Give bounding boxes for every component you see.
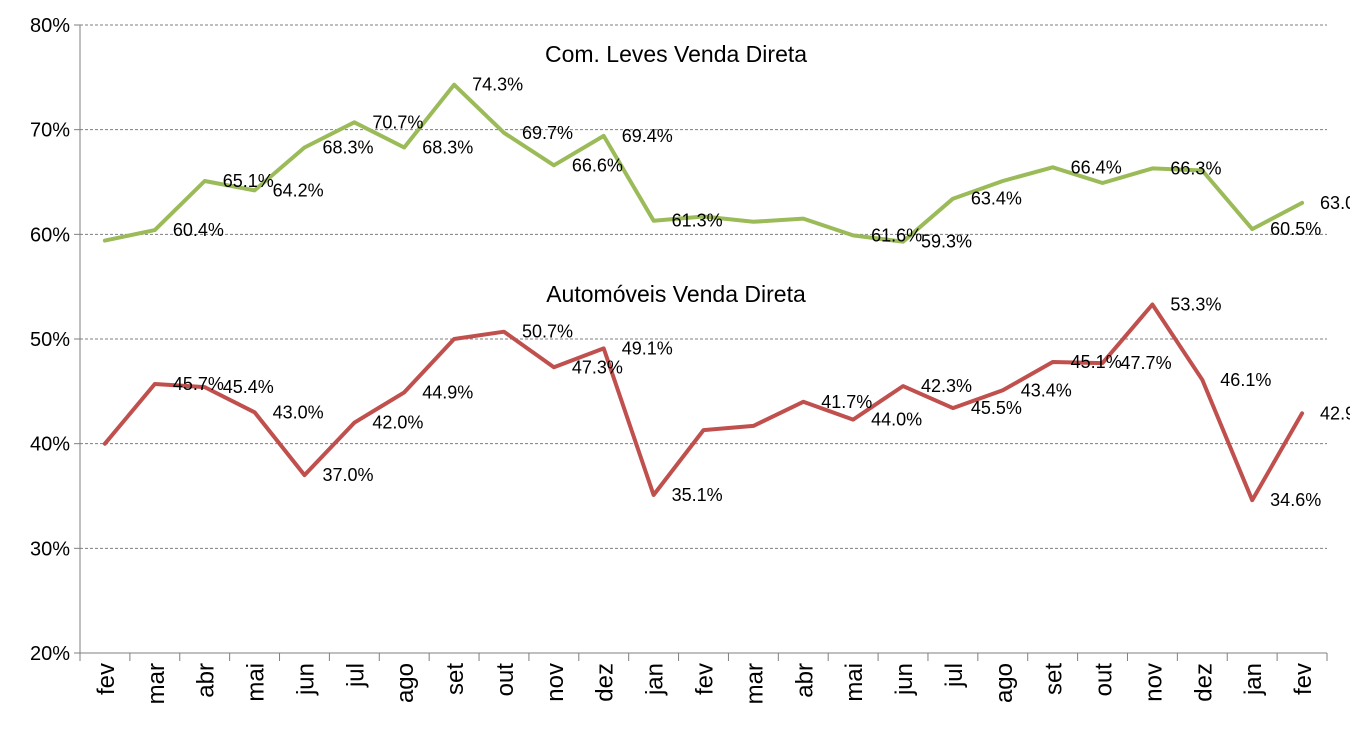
y-tick-label: 40% (30, 434, 70, 456)
data-label: 59.3% (921, 232, 972, 252)
series-line-1 (102, 302, 1305, 503)
data-label: 44.0% (871, 410, 922, 430)
data-label: 61.6% (871, 225, 922, 245)
data-label: 53.3% (1170, 294, 1221, 314)
data-label: 44.9% (422, 382, 473, 402)
x-tick-label: set (1041, 663, 1068, 695)
x-tick-label: mai (841, 663, 868, 702)
data-label: 41.7% (821, 392, 872, 412)
data-label: 34.6% (1270, 490, 1321, 510)
data-label: 60.4% (173, 220, 224, 240)
x-tick-label: fev (692, 663, 719, 695)
data-label: 37.0% (322, 465, 373, 485)
data-label: 43.0% (273, 402, 324, 422)
x-tick-label: jan (642, 663, 669, 696)
data-label: 74.3% (472, 75, 523, 95)
x-tick-label: ago (392, 663, 419, 703)
x-tick-label: out (492, 663, 519, 697)
series-title-com-leves: Com. Leves Venda Direta (545, 41, 807, 67)
x-tick-label: fev (93, 663, 120, 695)
data-label: 45.5% (971, 398, 1022, 418)
x-axis-ticks: fev mar abr mai jun jul ago set out nov dez jan fev m… (93, 663, 1317, 705)
data-labels: 60.4% 65.1%64.2% 68.3% 70.7% 68.3% 74.3% 69.7%… (173, 75, 1350, 511)
y-tick-label: 70% (30, 120, 70, 142)
x-tick-label: mai (243, 663, 270, 702)
gridlines (80, 24, 1327, 549)
data-label: 45.4% (223, 377, 274, 397)
data-label: 35.1% (672, 485, 723, 505)
y-axis-ticks: 20% 30% 40% 50% 60% 70% 80% (30, 15, 70, 665)
x-tick-label: fev (1290, 663, 1317, 695)
y-tick-label: 80% (30, 15, 70, 37)
x-tick-label: ago (991, 663, 1018, 703)
x-tick-label: mar (741, 663, 768, 704)
series-title-automoveis: Automóveis Venda Direta (546, 281, 806, 307)
data-label: 66.4% (1071, 157, 1122, 177)
x-tick-label: abr (193, 663, 220, 698)
data-label: 45.1% (1071, 352, 1122, 372)
data-label: 64.2% (273, 180, 324, 200)
data-label: 69.7% (522, 123, 573, 143)
data-label: 66.3% (1170, 158, 1221, 178)
y-tick-label: 30% (30, 538, 70, 560)
data-label: 45.7% (173, 374, 224, 394)
data-label: 68.3% (422, 137, 473, 157)
x-tick-label: dez (1190, 663, 1217, 702)
data-label: 49.1% (622, 338, 673, 358)
x-tick-label: jul (342, 663, 369, 688)
x-tick-label: abr (791, 663, 818, 698)
x-tick-label: nov (1140, 663, 1167, 702)
axes (74, 24, 1328, 661)
data-label: 50.7% (522, 322, 573, 342)
x-tick-label: jun (292, 663, 319, 696)
data-label: 70.7% (372, 112, 423, 132)
x-tick-label: dez (592, 663, 619, 702)
data-label: 65.1% (223, 171, 274, 191)
data-label: 61.3% (672, 211, 723, 231)
x-tick-label: jul (941, 663, 968, 688)
data-label: 66.6% (572, 155, 623, 175)
x-tick-label: set (442, 663, 469, 695)
series-line-0 (102, 82, 1305, 244)
y-tick-label: 60% (30, 224, 70, 246)
data-label: 46.1% (1220, 370, 1271, 390)
x-tick-label: nov (542, 663, 569, 702)
data-label: 69.4% (622, 126, 673, 146)
data-label: 42.3% (921, 376, 972, 396)
x-tick-label: jan (1240, 663, 1267, 696)
data-label: 47.3% (572, 357, 623, 377)
x-tick-label: mar (143, 663, 170, 704)
data-label: 42.0% (372, 413, 423, 433)
series-lines (102, 82, 1305, 503)
data-label: 68.3% (322, 137, 373, 157)
data-label: 43.4% (1021, 380, 1072, 400)
data-label: 42.9% (1320, 403, 1350, 423)
x-tick-label: out (1091, 663, 1118, 697)
data-label: 63.4% (971, 189, 1022, 209)
data-label: 47.7% (1121, 353, 1172, 373)
y-tick-label: 20% (30, 643, 70, 665)
data-label: 63.0% (1320, 193, 1350, 213)
data-label: 60.5% (1270, 219, 1321, 239)
x-tick-label: jun (891, 663, 918, 696)
y-tick-label: 50% (30, 329, 70, 351)
